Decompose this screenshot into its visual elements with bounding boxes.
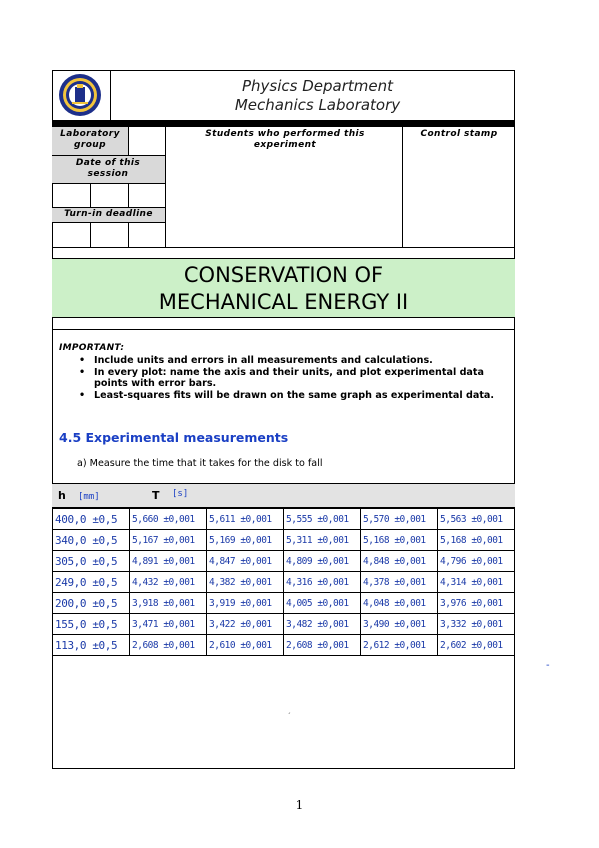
title-line-2: MECHANICAL ENERGY II — [158, 290, 409, 314]
measurement-table: 400,0 ±0,5 5,660 ±0,001 5,611 ±0,001 5,5… — [52, 508, 515, 656]
height-cell: 400,0 ±0,5 — [52, 508, 130, 530]
form-line — [128, 183, 129, 207]
section-heading: 4.5 Experimental measurements — [59, 430, 289, 445]
page-frame — [52, 70, 515, 769]
logo-cell — [52, 70, 111, 120]
time-cell: 2,602 ±0,001 — [437, 634, 515, 656]
form-line — [52, 207, 165, 208]
time-cell: 4,796 ±0,001 — [437, 550, 515, 572]
time-cell: 5,563 ±0,001 — [437, 508, 515, 530]
time-cell: 3,976 ±0,001 — [437, 592, 515, 614]
time-cell: 3,482 ±0,001 — [283, 613, 361, 635]
time-cell: 2,608 ±0,001 — [129, 634, 207, 656]
time-cell: 4,316 ±0,001 — [283, 571, 361, 593]
time-cell: 5,555 ±0,001 — [283, 508, 361, 530]
t-column-label: T — [152, 489, 160, 502]
height-cell: 305,0 ±0,5 — [52, 550, 130, 572]
time-cell: 5,168 ±0,001 — [437, 529, 515, 551]
time-cell: 4,378 ±0,001 — [360, 571, 438, 593]
time-cell: 2,610 ±0,001 — [206, 634, 284, 656]
important-list: • Include units and errors in all measure… — [78, 355, 508, 401]
time-cell: 3,490 ±0,001 — [360, 613, 438, 635]
section-divider — [52, 329, 515, 330]
deadline-label-bg — [52, 207, 165, 222]
height-cell: 155,0 ±0,5 — [52, 613, 130, 635]
time-cell: 3,918 ±0,001 — [129, 592, 207, 614]
ink-mark: - — [546, 660, 550, 671]
time-cell: 3,332 ±0,001 — [437, 613, 515, 635]
students-label: Students who performed this experiment — [205, 129, 365, 150]
lab-group-label: Laboratory group — [60, 129, 120, 150]
time-cell: 5,169 ±0,001 — [206, 529, 284, 551]
date-label-bg — [52, 155, 165, 183]
time-cell: 3,422 ±0,001 — [206, 613, 284, 635]
lab-name: Mechanics Laboratory — [234, 96, 401, 114]
lab-group-label-bg — [52, 127, 128, 155]
university-seal-icon — [59, 74, 101, 116]
height-cell: 200,0 ±0,5 — [52, 592, 130, 614]
table-row: 155,0 ±0,5 3,471 ±0,001 3,422 ±0,001 3,4… — [52, 613, 515, 635]
table-row: 249,0 ±0,5 4,432 ±0,001 4,382 ±0,001 4,3… — [52, 571, 515, 593]
h-column-label: h — [58, 489, 66, 502]
time-cell: 5,570 ±0,001 — [360, 508, 438, 530]
time-cell: 3,919 ±0,001 — [206, 592, 284, 614]
title-band: CONSERVATION OF MECHANICAL ENERGY II — [52, 258, 515, 318]
time-cell: 3,471 ±0,001 — [129, 613, 207, 635]
title-line-1: CONSERVATION OF — [183, 263, 384, 287]
table-row: 340,0 ±0,5 5,167 ±0,001 5,169 ±0,001 5,3… — [52, 529, 515, 551]
time-cell: 4,432 ±0,001 — [129, 571, 207, 593]
form-line — [128, 222, 129, 247]
table-row: 400,0 ±0,5 5,660 ±0,001 5,611 ±0,001 5,5… — [52, 508, 515, 530]
department-name: Physics Department — [241, 77, 393, 95]
important-item: • In every plot: name the axis and their … — [79, 366, 484, 390]
height-cell: 249,0 ±0,5 — [52, 571, 130, 593]
height-cell: 113,0 ±0,5 — [52, 634, 130, 656]
time-cell: 4,382 ±0,001 — [206, 571, 284, 593]
form-line — [128, 127, 129, 155]
time-cell: 4,005 ±0,001 — [283, 592, 361, 614]
form-line — [52, 183, 165, 184]
table-header — [52, 483, 515, 508]
table-row: 305,0 ±0,5 4,891 ±0,001 4,847 ±0,001 4,8… — [52, 550, 515, 572]
time-cell: 4,847 ±0,001 — [206, 550, 284, 572]
deadline-label: Turn-in deadline — [64, 209, 153, 219]
time-cell: 2,608 ±0,001 — [283, 634, 361, 656]
table-row: 200,0 ±0,5 3,918 ±0,001 3,919 ±0,001 4,0… — [52, 592, 515, 614]
form-line — [52, 155, 165, 156]
time-cell: 5,660 ±0,001 — [129, 508, 207, 530]
time-cell: 5,167 ±0,001 — [129, 529, 207, 551]
instruction-text: a) Measure the time that it takes for th… — [77, 458, 323, 469]
ink-mark: ´ — [287, 712, 291, 721]
t-unit-label: [s] — [172, 489, 189, 499]
form-line — [52, 222, 165, 223]
date-label: Date of this session — [75, 158, 141, 179]
time-cell: 4,314 ±0,001 — [437, 571, 515, 593]
height-cell: 340,0 ±0,5 — [52, 529, 130, 551]
page-number: 1 — [295, 798, 304, 812]
form-line — [90, 222, 91, 247]
form-line — [52, 247, 515, 248]
time-cell: 4,809 ±0,001 — [283, 550, 361, 572]
table-row: 113,0 ±0,5 2,608 ±0,001 2,610 ±0,001 2,6… — [52, 634, 515, 656]
header-divider-bar — [52, 120, 515, 127]
time-cell: 4,048 ±0,001 — [360, 592, 438, 614]
time-cell: 4,891 ±0,001 — [129, 550, 207, 572]
time-cell: 2,612 ±0,001 — [360, 634, 438, 656]
important-heading: IMPORTANT: — [59, 343, 125, 353]
time-cell: 5,311 ±0,001 — [283, 529, 361, 551]
form-line — [402, 127, 403, 247]
h-unit-label: [mm] — [78, 492, 100, 502]
control-stamp-label: Control stamp — [420, 129, 498, 139]
form-line — [90, 183, 91, 207]
time-cell: 5,611 ±0,001 — [206, 508, 284, 530]
important-item: • Include units and errors in all measure… — [79, 355, 433, 366]
time-cell: 4,848 ±0,001 — [360, 550, 438, 572]
time-cell: 5,168 ±0,001 — [360, 529, 438, 551]
important-item: • Least-squares fits will be drawn on the… — [79, 389, 495, 401]
form-line — [165, 127, 166, 247]
